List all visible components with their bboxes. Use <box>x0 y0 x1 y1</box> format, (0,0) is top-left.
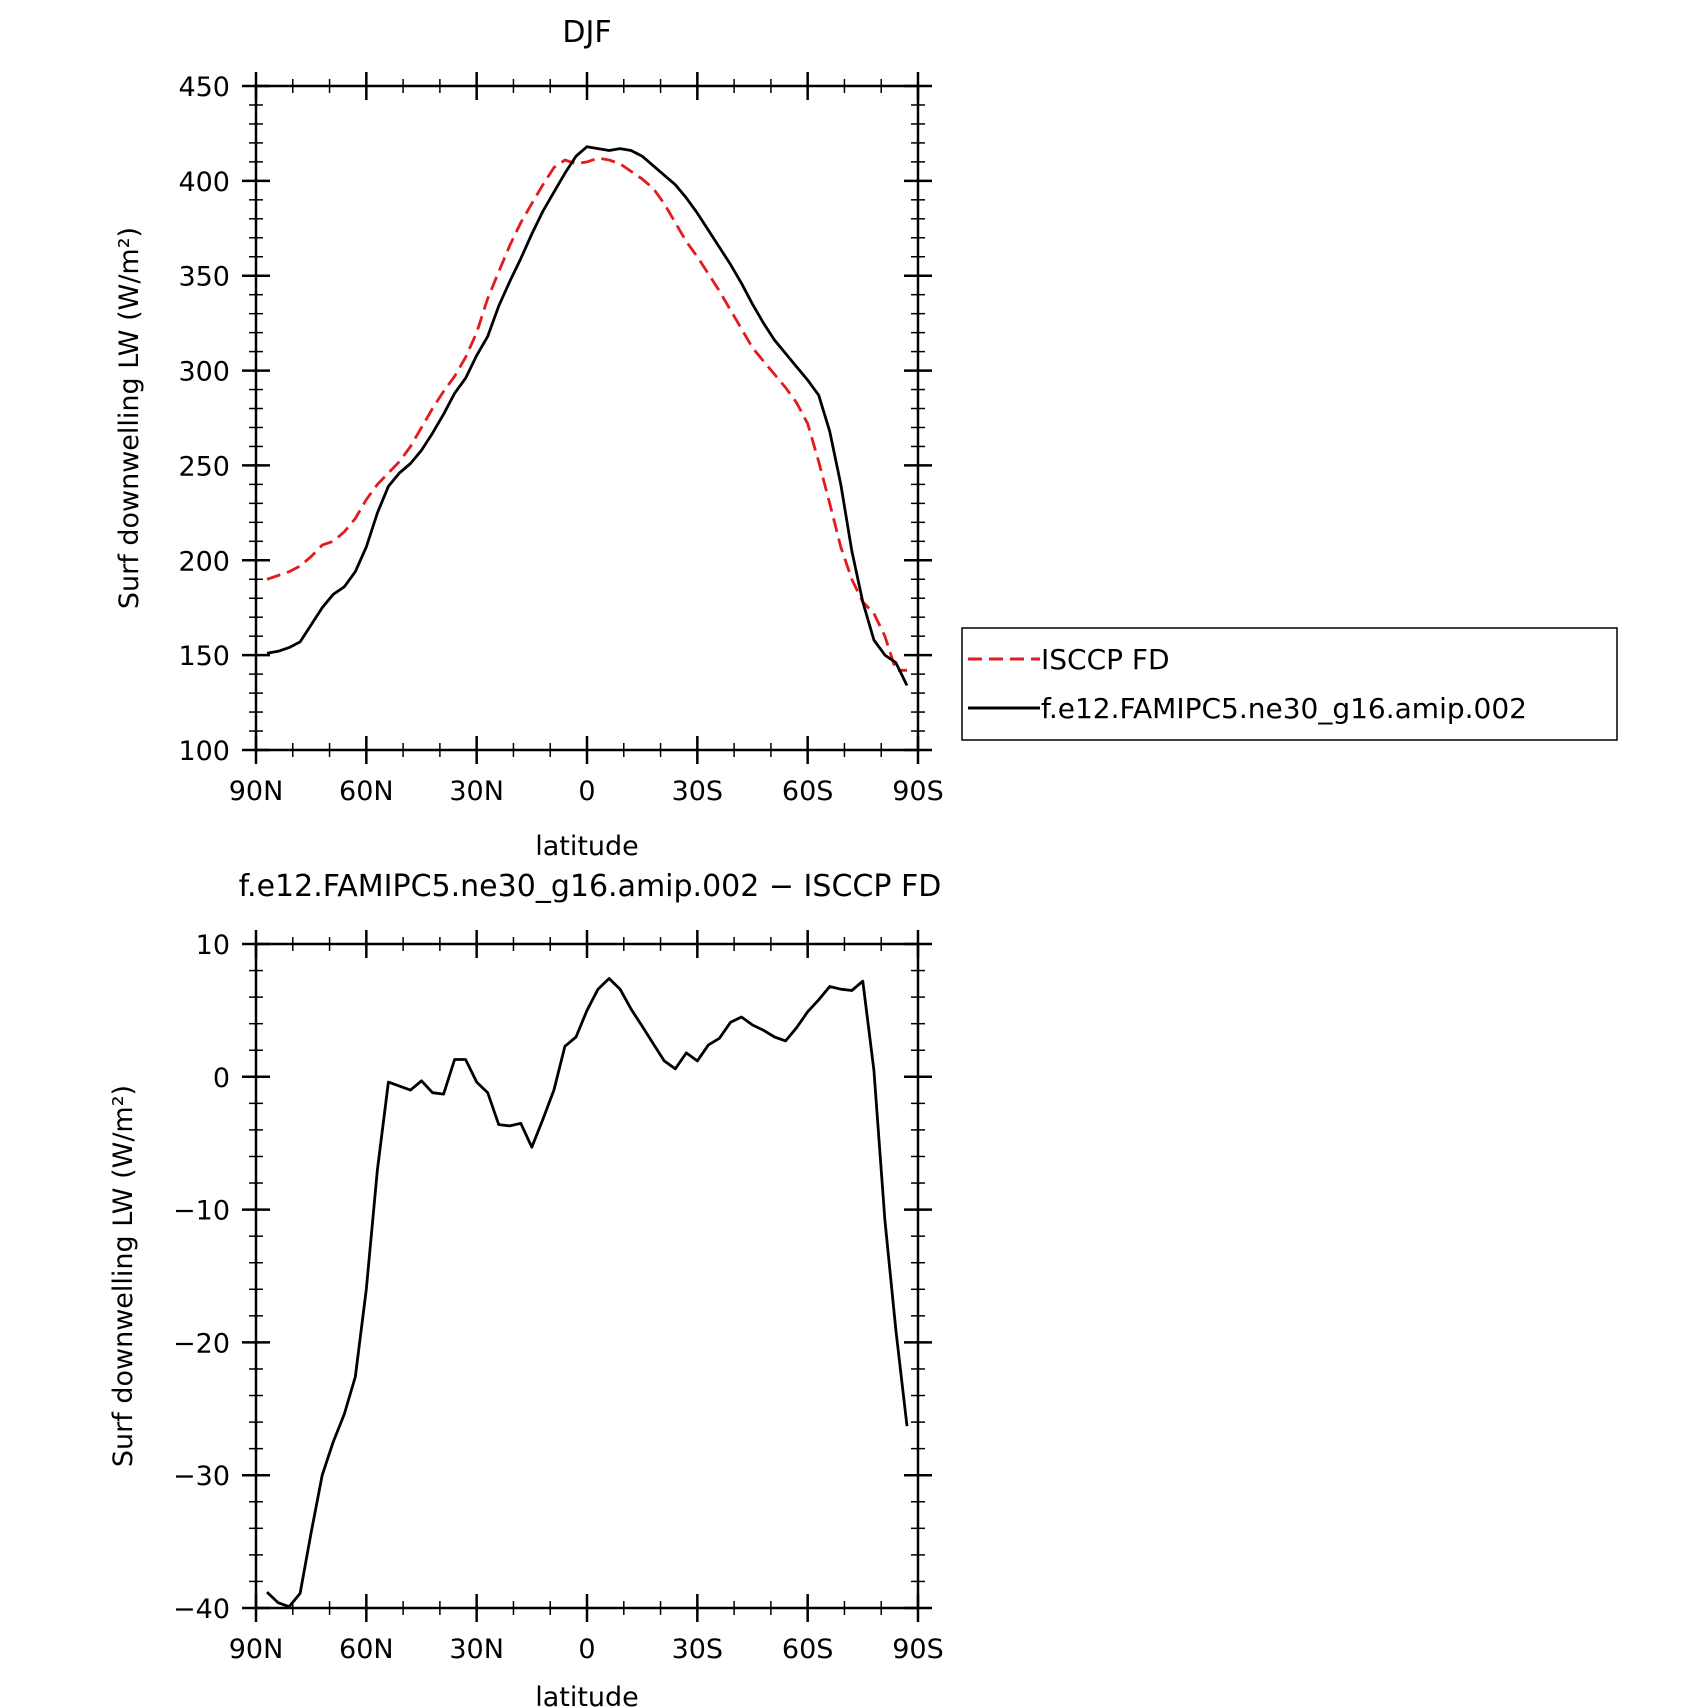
top-y-tick-label: 300 <box>178 357 230 388</box>
bottom-y-tick-label: −30 <box>173 1461 230 1492</box>
top-y-tick-label: 350 <box>178 262 230 293</box>
bottom-x-tick-label: 0 <box>578 1634 595 1665</box>
top-x-axis-label: latitude <box>535 831 639 862</box>
top-plot-frame <box>254 84 920 752</box>
bottom-y-tick-label: −10 <box>173 1196 230 1227</box>
bottom-chart-title: f.e12.FAMIPC5.ne30_g16.amip.002 − ISCCP … <box>239 869 942 904</box>
top-y-tick-label: 100 <box>178 736 230 767</box>
bottom-plot-frame <box>254 942 920 1610</box>
top-y-tick-label: 150 <box>178 641 230 672</box>
bottom-series-line-0 <box>266 977 909 1609</box>
top-x-tick-label: 30S <box>672 776 724 807</box>
bottom-panel: f.e12.FAMIPC5.ne30_g16.amip.002 − ISCCP … <box>108 869 944 1708</box>
legend-label-model: f.e12.FAMIPC5.ne30_g16.amip.002 <box>1041 692 1527 725</box>
bottom-y-tick-label: −40 <box>173 1594 230 1625</box>
top-chart-lines <box>266 145 909 687</box>
bottom-x-tick-label: 30N <box>449 1634 504 1665</box>
top-x-tick-label: 60N <box>339 776 394 807</box>
bottom-y-tick-label: 0 <box>213 1063 230 1094</box>
bottom-x-tick-label: 90S <box>892 1634 944 1665</box>
bottom-x-tick-label: 30S <box>672 1634 724 1665</box>
bottom-x-tick-label: 60N <box>339 1634 394 1665</box>
legend-box <box>961 627 1618 741</box>
top-y-tick-label: 400 <box>178 167 230 198</box>
top-x-tick-label: 90S <box>892 776 944 807</box>
bottom-y-axis-label: Surf downwelling LW (W/m²) <box>108 1085 139 1467</box>
bottom-x-tick-label: 90N <box>229 1634 284 1665</box>
top-y-tick-label: 200 <box>178 546 230 577</box>
bottom-chart-lines <box>266 977 909 1609</box>
bottom-x-tick-label: 60S <box>782 1634 834 1665</box>
top-y-tick-label: 450 <box>178 72 230 103</box>
top-x-tick-label: 30N <box>449 776 504 807</box>
top-series-line-1 <box>266 145 909 687</box>
top-x-tick-label: 90N <box>229 776 284 807</box>
top-x-tick-label: 60S <box>782 776 834 807</box>
top-chart-title: DJF <box>562 15 611 50</box>
legend-label-isccp-fd: ISCCP FD <box>1041 643 1170 676</box>
top-x-tick-label: 0 <box>578 776 595 807</box>
bottom-y-tick-label: 10 <box>196 930 230 961</box>
top-panel: DJF 100 150 200 250 300 350 400 450 90N 60N 30N 0 30… <box>114 15 944 862</box>
bottom-x-axis-label: latitude <box>535 1682 639 1708</box>
legend: ISCCP FD f.e12.FAMIPC5.ne30_g16.amip.002 <box>961 627 1618 741</box>
bottom-y-tick-label: −20 <box>173 1328 230 1359</box>
top-y-tick-label: 250 <box>178 451 230 482</box>
top-y-axis-label: Surf downwelling LW (W/m²) <box>114 227 145 609</box>
top-series-line-0 <box>266 156 907 672</box>
